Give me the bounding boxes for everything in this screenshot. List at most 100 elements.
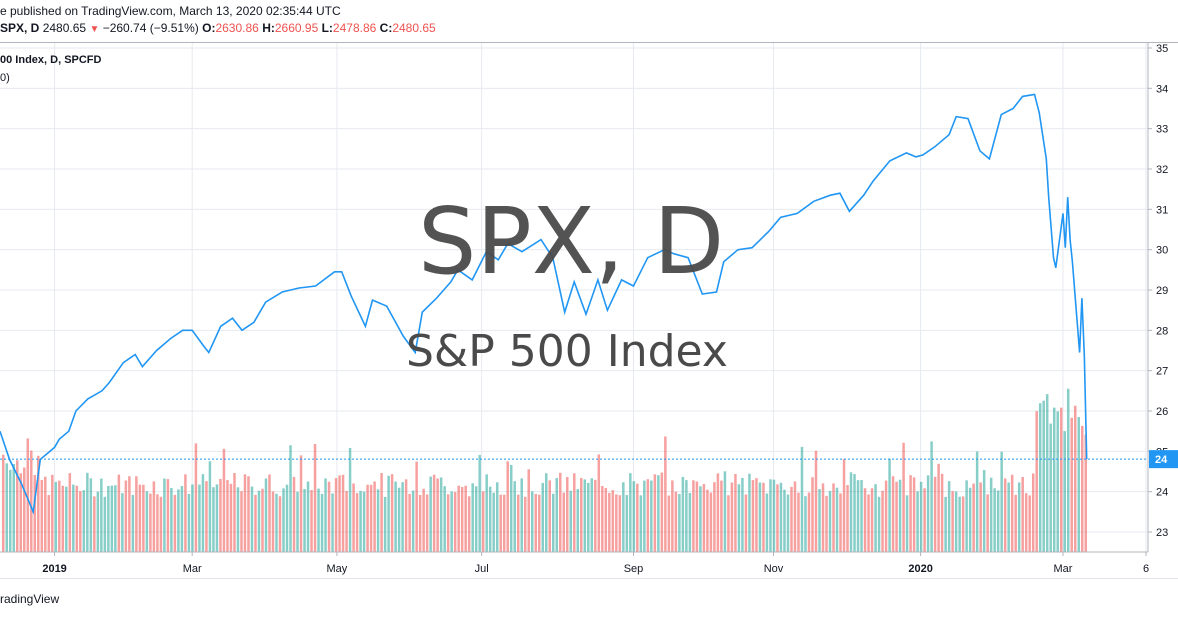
volume-bar [968, 487, 972, 552]
volume-bar [100, 478, 103, 552]
volume-bar [387, 475, 390, 552]
volume-bar [415, 461, 418, 552]
volume-bar [516, 494, 520, 552]
volume-legend: 0) [0, 72, 10, 84]
volume-bar [317, 488, 320, 552]
volume-bar [296, 491, 299, 552]
volume-bar [807, 492, 811, 552]
volume-bar [702, 484, 706, 552]
volume-bar [299, 455, 303, 552]
volume-bar [618, 495, 622, 552]
volume-bar [310, 490, 313, 552]
volume-bar [797, 492, 800, 552]
volume-bar [1024, 493, 1028, 552]
watermark-subtitle: S&P 500 Index [406, 326, 728, 377]
volume-bar [856, 480, 860, 552]
price-axis[interactable]: 35343332313029282726252423 [1147, 43, 1168, 552]
last-price-tag-label: 24 [1155, 454, 1168, 466]
volume-bar [769, 479, 772, 552]
volume-bar [674, 491, 678, 552]
volume-bar [860, 480, 863, 552]
volume-bar [492, 492, 495, 552]
volume-bar [1045, 394, 1049, 552]
volume-bar [495, 482, 499, 552]
volume-bar [320, 493, 324, 552]
volume-bar [594, 479, 597, 552]
volume-bar [947, 481, 951, 552]
price-tick-label: 34 [1156, 83, 1168, 95]
price-tick-label: 33 [1156, 124, 1168, 136]
volume-bar [65, 486, 68, 552]
volume-bar [103, 496, 107, 552]
volume-bar [79, 491, 82, 552]
volume-bar [758, 482, 762, 552]
volume-bar [530, 491, 534, 552]
volume-bar [177, 489, 180, 552]
volume-bar [5, 463, 9, 552]
volume-bar [552, 493, 555, 552]
volume-bar [657, 475, 660, 552]
volume-bar [727, 495, 730, 552]
volume-bar [285, 484, 289, 552]
volume-bar [443, 486, 446, 552]
volume-bar [545, 473, 548, 552]
time-tick-label: May [327, 563, 348, 575]
volume-bar [425, 494, 429, 552]
time-axis[interactable]: 2019 Mar May Jul Sep Nov 2020 Mar 6 [0, 551, 1149, 575]
volume-bar [180, 486, 184, 552]
volume-bar [1028, 495, 1031, 552]
volume-bar [965, 480, 968, 552]
price-tick-label: 32 [1156, 164, 1168, 176]
volume-bar [166, 479, 170, 552]
volume-bar [1035, 411, 1038, 552]
volume-bar [622, 482, 625, 552]
volume-bar [828, 490, 832, 552]
volume-bar [229, 483, 233, 552]
volume-bar [121, 493, 124, 552]
volume-bar [688, 492, 692, 552]
volume-bar [650, 480, 653, 552]
volume-bar [604, 487, 608, 552]
volume-bar [601, 485, 604, 552]
high-value: 2660.95 [274, 21, 319, 35]
price-chart[interactable]: 35343332313029282726252423 2019MarMayJul… [0, 43, 1178, 579]
volume-bar [793, 481, 797, 552]
volume-bar [264, 478, 268, 552]
volume-bar [1038, 403, 1042, 552]
price-tick-label: 23 [1156, 527, 1168, 539]
volume-bar [1007, 482, 1010, 552]
volume-bar [972, 483, 975, 552]
close-label: C: [379, 21, 393, 35]
series-legend: 00 Index, D, SPCFD [0, 54, 102, 66]
volume-bar [559, 472, 562, 552]
volume-bar [527, 469, 530, 552]
time-tick-label: Mar [1053, 563, 1072, 575]
volume-bar [159, 496, 163, 552]
volume-bar [566, 477, 569, 552]
volume-bar [643, 480, 646, 552]
volume-bar [348, 447, 352, 552]
volume-bar [590, 478, 594, 552]
volume-bar [16, 460, 19, 552]
volume-bar [12, 463, 16, 552]
volume-bar [989, 477, 993, 552]
volume-bar [338, 475, 341, 552]
volume-bar [555, 478, 559, 552]
volume-bar [184, 474, 187, 552]
volume-bar [881, 490, 884, 552]
volume-bar [776, 484, 779, 552]
volume-bar [569, 490, 573, 552]
volume-bar [114, 485, 117, 552]
volume-bar [75, 485, 79, 552]
volume-bar [345, 490, 348, 552]
volume-bar [418, 494, 422, 552]
volume-bar [783, 489, 786, 552]
volume-bar [986, 494, 989, 552]
volume-bar [170, 488, 173, 552]
volume-bar [243, 474, 247, 552]
volume-bar [1031, 473, 1035, 552]
volume-bar [89, 478, 93, 552]
volume-bar [355, 493, 359, 552]
volume-bar [720, 480, 723, 552]
volume-bar [699, 486, 702, 552]
